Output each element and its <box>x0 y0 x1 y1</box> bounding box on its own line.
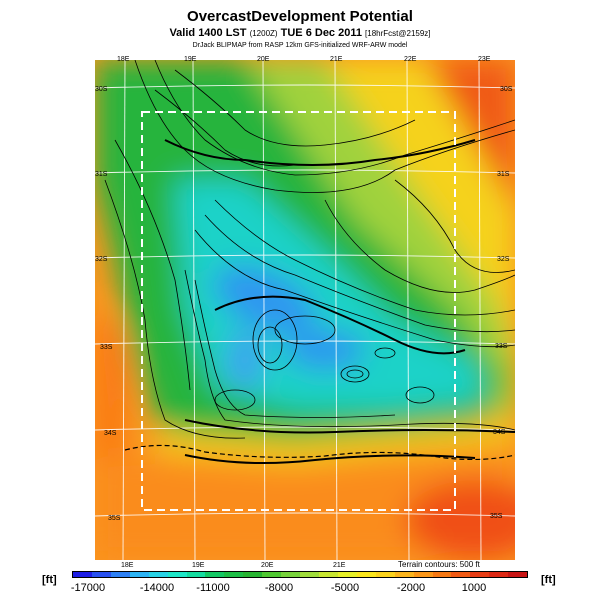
colorbar-swatch <box>394 572 414 577</box>
valid-date: TUE 6 Dec 2011 <box>280 27 362 39</box>
colorbar-tick: -17000 <box>70 582 106 594</box>
right-lat-label-33s: 33S <box>495 343 508 350</box>
colorbar-swatch <box>337 572 357 577</box>
colorbar-tick: -11000 <box>196 582 230 594</box>
colorbar-unit-left: [ft] <box>42 574 57 586</box>
colorbar-swatch <box>148 572 168 577</box>
terrain-contours <box>104 60 515 439</box>
colorbar-tick: -14000 <box>139 582 175 594</box>
valid-time: Valid 1400 LST <box>169 27 247 39</box>
right-lat-label-35s: 35S <box>490 513 503 520</box>
colorbar-swatch <box>73 572 92 577</box>
colorbar-swatch <box>508 572 528 577</box>
right-lat-label-30s: 30S <box>500 86 513 93</box>
bottom-lon-label-19e: 19E <box>192 562 205 569</box>
colorbar-swatch <box>243 572 263 577</box>
colorbar-swatch <box>451 572 471 577</box>
coastline <box>124 444 515 461</box>
colorbar-swatch <box>318 572 338 577</box>
colorbar-swatch <box>300 572 319 577</box>
colorbar-swatch <box>432 572 452 577</box>
right-lat-label-34s: 34S <box>493 429 506 436</box>
right-lat-label-31s: 31S <box>497 171 510 178</box>
left-lat-label-35s: 35S <box>108 515 121 522</box>
colorbar-unit-right: [ft] <box>541 574 556 586</box>
left-lat-label-30s: 30S <box>95 86 108 93</box>
model-credit: DrJack BLIPMAP from RASP 12km GFS-initia… <box>192 42 408 49</box>
colorbar-swatch <box>262 572 282 577</box>
colorbar-tick: -8000 <box>264 582 294 594</box>
colorbar-swatch <box>186 572 206 577</box>
colorbar <box>72 571 528 578</box>
color-field <box>95 60 515 560</box>
colorbar-swatch <box>413 572 433 577</box>
bottom-lon-label-21e: 21E <box>333 562 346 569</box>
left-lat-label-32s: 32S <box>95 256 108 263</box>
top-lon-label-21e: 21E <box>330 56 343 63</box>
top-lon-label-23e: 23E <box>478 56 491 63</box>
colorbar-swatch <box>375 572 395 577</box>
bottom-lon-label-20e: 20E <box>261 562 274 569</box>
top-lon-label-18e: 18E <box>117 56 130 63</box>
colorbar-tick: 1000 <box>461 582 487 594</box>
right-lat-label-32s: 32S <box>497 256 510 263</box>
colorbar-swatch <box>129 572 149 577</box>
utc-time: (1200Z) <box>249 29 278 38</box>
terrain-contour-note: Terrain contours: 500 ft <box>398 560 480 569</box>
domain-box <box>141 111 456 511</box>
top-lon-label-19e: 19E <box>184 56 197 63</box>
colorbar-swatch <box>91 572 111 577</box>
left-lat-label-34s: 34S <box>104 430 117 437</box>
left-lat-label-31s: 31S <box>95 171 108 178</box>
colorbar-tick: -2000 <box>396 582 426 594</box>
forecast-map <box>95 60 515 560</box>
valid-time-line: Valid 1400 LST (1200Z) TUE 6 Dec 2011 [1… <box>0 27 600 39</box>
lat-lon-grid <box>95 60 515 560</box>
colorbar-swatch <box>356 572 376 577</box>
colorbar-swatch <box>489 572 509 577</box>
colorbar-swatch <box>470 572 490 577</box>
top-lon-label-22e: 22E <box>404 56 417 63</box>
top-lon-label-20e: 20E <box>257 56 270 63</box>
colorbar-swatch <box>205 572 225 577</box>
bottom-lon-label-18e: 18E <box>121 562 134 569</box>
colorbar-tick: -5000 <box>330 582 360 594</box>
colorbar-swatch <box>224 572 244 577</box>
colorbar-swatch <box>167 572 187 577</box>
page-title: OvercastDevelopment Potential <box>187 8 413 25</box>
forecast-info: [18hrFcst@2159z] <box>365 29 431 38</box>
left-lat-label-33s: 33S <box>100 344 113 351</box>
colorbar-swatch <box>110 572 130 577</box>
colorbar-swatch <box>281 572 301 577</box>
